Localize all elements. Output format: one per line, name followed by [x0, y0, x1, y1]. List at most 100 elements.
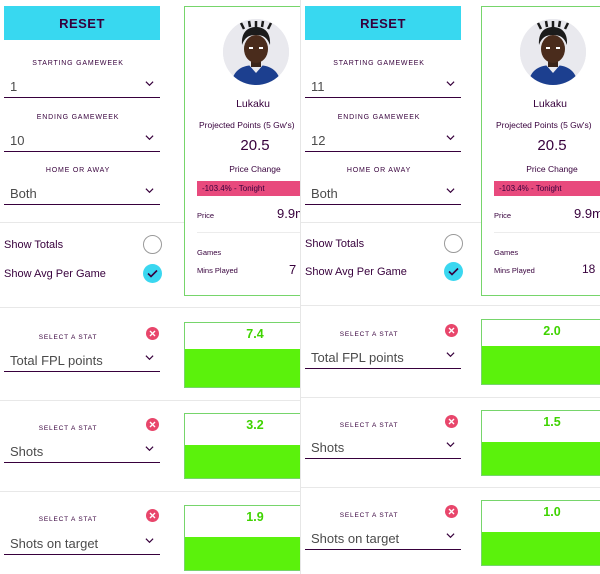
stat-fill-bar: [482, 345, 600, 384]
divider: [0, 307, 300, 308]
stat-select-value: Shots: [311, 440, 345, 455]
price-value: 9.9m: [574, 206, 600, 221]
starting-gameweek-select[interactable]: 11: [305, 76, 461, 98]
home-or-away-value: Both: [311, 186, 338, 201]
comparison-panel-right: RESET STARTING GAMEWEEK 11 ENDING GAMEWE…: [300, 0, 600, 574]
price-change-value: -103.4% - Tonight: [494, 181, 600, 196]
show-avg-toggle[interactable]: Show Avg Per Game: [305, 262, 463, 282]
starting-gameweek-select[interactable]: 1: [4, 76, 160, 98]
chevron-down-icon: [145, 186, 154, 195]
price-change-label: Price Change: [526, 164, 578, 174]
player-name: Lukaku: [533, 98, 567, 110]
show-avg-radio[interactable]: [143, 264, 162, 283]
show-avg-radio[interactable]: [444, 262, 463, 281]
stat-select-value: Shots on target: [311, 531, 400, 546]
divider: [301, 305, 600, 306]
mins-played-value: 18: [582, 262, 596, 276]
player-name: Lukaku: [236, 98, 270, 110]
stat-value: 2.0: [543, 324, 561, 338]
chevron-down-icon: [145, 79, 154, 88]
select-stat-label: SELECT A STAT: [339, 422, 399, 429]
chevron-down-icon: [446, 79, 455, 88]
player-avatar: [223, 19, 289, 85]
price-change-value: -103.4% - Tonight: [197, 181, 300, 196]
chevron-down-icon: [145, 444, 154, 453]
chevron-down-icon: [446, 531, 455, 540]
select-stat-label: SELECT A STAT: [38, 425, 98, 432]
stat-value: 1.0: [543, 505, 561, 519]
select-stat-label: SELECT A STAT: [339, 512, 399, 519]
price-label: Price: [494, 211, 512, 220]
mins-played-value: 7: [289, 262, 297, 277]
stat-value-box: 1.0: [481, 500, 600, 566]
stat-value-box: 1.5: [481, 410, 600, 476]
projected-points-value: 20.5: [537, 137, 567, 154]
mins-played-label: Mins Played: [494, 266, 535, 275]
close-icon[interactable]: [146, 509, 159, 522]
close-icon[interactable]: [445, 415, 458, 428]
ending-gameweek-label: ENDING GAMEWEEK: [337, 114, 421, 121]
projected-points-label: Projected Points (5 Gw's): [199, 120, 295, 130]
chevron-down-icon: [145, 133, 154, 142]
stat-value-box: 2.0: [481, 319, 600, 385]
stat-select[interactable]: Shots: [305, 437, 461, 459]
home-or-away-value: Both: [10, 186, 37, 201]
ending-gameweek-value: 12: [311, 133, 326, 148]
show-avg-toggle[interactable]: Show Avg Per Game: [4, 264, 162, 284]
divider: [197, 232, 300, 233]
stat-select-value: Shots: [10, 444, 44, 459]
close-icon[interactable]: [445, 324, 458, 337]
divider: [301, 397, 600, 398]
stat-select[interactable]: Shots: [4, 441, 160, 463]
games-label: Games: [494, 248, 519, 257]
chevron-down-icon: [145, 536, 154, 545]
divider: [494, 232, 600, 233]
projected-points-label: Projected Points (5 Gw's): [496, 120, 592, 130]
close-icon[interactable]: [146, 327, 159, 340]
player-card: Lukaku Projected Points (5 Gw's) 20.5 Pr…: [184, 6, 300, 296]
stat-value-box: 3.2: [184, 413, 300, 479]
chevron-down-icon: [145, 353, 154, 362]
stat-select[interactable]: Total FPL points: [4, 350, 160, 372]
select-stat-label: SELECT A STAT: [38, 516, 98, 523]
stat-fill-bar: [185, 348, 300, 387]
price-label: Price: [197, 211, 215, 220]
select-stat-label: SELECT A STAT: [38, 334, 98, 341]
stat-select-value: Total FPL points: [311, 350, 404, 365]
home-or-away-select[interactable]: Both: [305, 183, 461, 205]
show-totals-toggle[interactable]: Show Totals: [305, 234, 463, 254]
starting-gameweek-label: STARTING GAMEWEEK: [32, 60, 124, 67]
show-totals-label: Show Totals: [305, 238, 365, 250]
price-change-label: Price Change: [229, 164, 281, 174]
chevron-down-icon: [446, 440, 455, 449]
ending-gameweek-label: ENDING GAMEWEEK: [36, 114, 120, 121]
show-totals-label: Show Totals: [4, 239, 64, 251]
home-or-away-select[interactable]: Both: [4, 183, 160, 205]
stat-select[interactable]: Shots on target: [305, 528, 461, 550]
reset-button[interactable]: RESET: [4, 6, 160, 40]
ending-gameweek-select[interactable]: 10: [4, 130, 160, 152]
close-icon[interactable]: [146, 418, 159, 431]
stat-select[interactable]: Shots on target: [4, 533, 160, 555]
starting-gameweek-label: STARTING GAMEWEEK: [333, 60, 425, 67]
chevron-down-icon: [446, 350, 455, 359]
show-avg-label: Show Avg Per Game: [305, 266, 407, 278]
starting-gameweek-value: 1: [10, 79, 18, 94]
check-icon: [147, 269, 158, 278]
show-totals-toggle[interactable]: Show Totals: [4, 235, 162, 255]
divider: [0, 491, 300, 492]
show-totals-radio[interactable]: [143, 235, 162, 254]
divider: [0, 222, 300, 223]
show-totals-radio[interactable]: [444, 234, 463, 253]
reset-button[interactable]: RESET: [305, 6, 461, 40]
close-icon[interactable]: [445, 505, 458, 518]
starting-gameweek-value: 11: [311, 79, 325, 94]
stat-select[interactable]: Total FPL points: [305, 347, 461, 369]
chevron-down-icon: [446, 186, 455, 195]
ending-gameweek-select[interactable]: 12: [305, 130, 461, 152]
mins-played-label: Mins Played: [197, 266, 238, 275]
stat-fill-bar: [482, 441, 600, 475]
divider: [301, 487, 600, 488]
stat-select-value: Shots on target: [10, 536, 99, 551]
check-icon: [448, 267, 459, 276]
